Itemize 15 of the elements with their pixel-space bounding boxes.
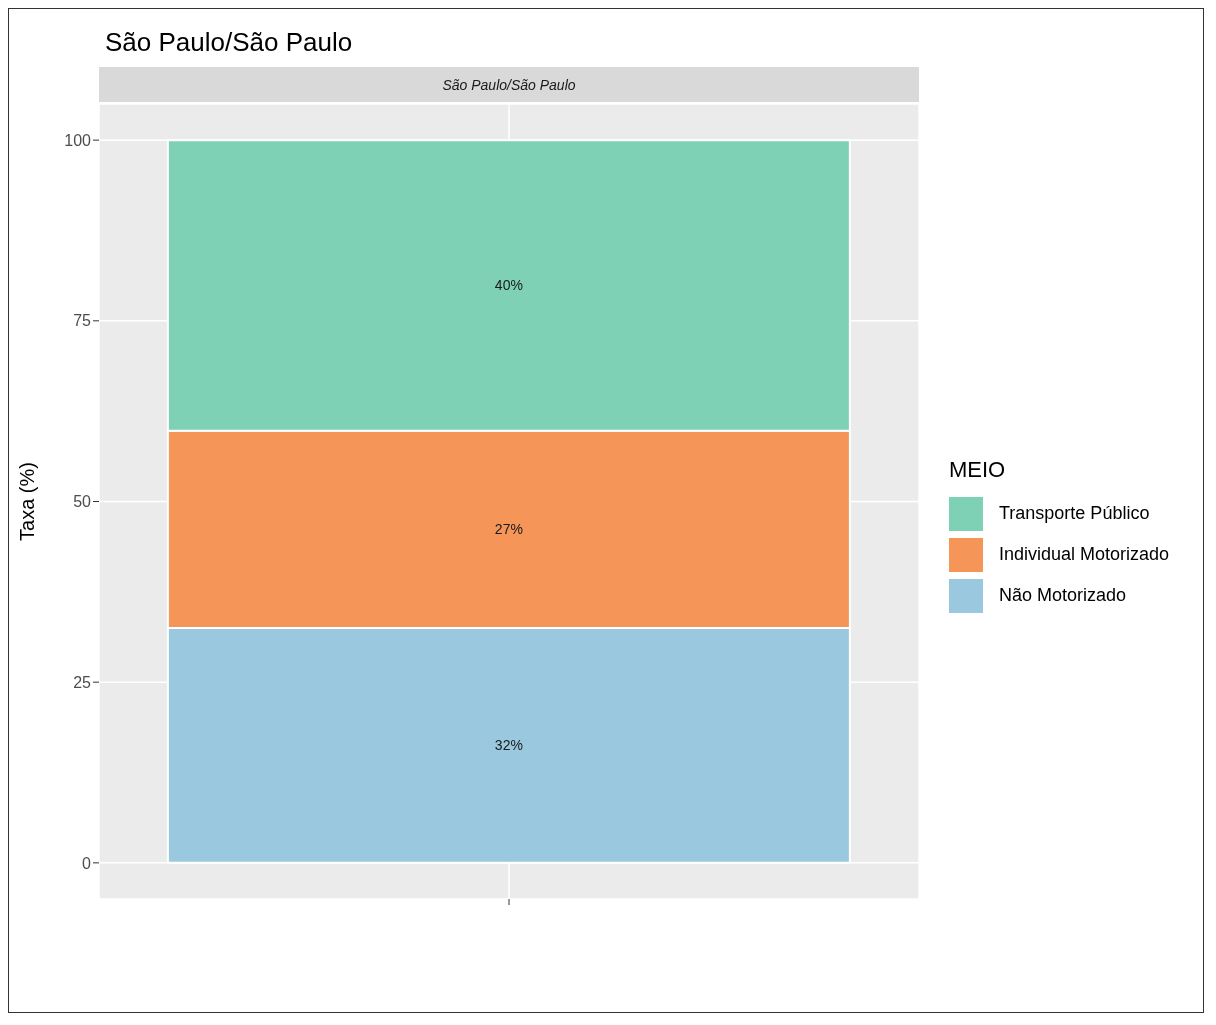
data-label: 27%	[494, 521, 523, 538]
data-label: 40%	[494, 277, 523, 294]
y-tick-label: 100	[64, 131, 92, 149]
y-axis-title: Taxa (%)	[16, 462, 39, 541]
text: Transporte Público	[999, 503, 1150, 524]
y-tick-label: 0	[82, 854, 92, 872]
data-label: 32%	[494, 737, 523, 754]
y-tick-label: 25	[73, 673, 92, 691]
chart-subtitle: São Paulo/São Paulo	[99, 67, 919, 102]
legend-title: MEIO	[949, 457, 1007, 483]
legend-label: Individual Motorizado	[999, 544, 1170, 565]
chart-title: São Paulo/São Paulo	[105, 27, 353, 58]
legend-label: Não Motorizado	[999, 585, 1127, 606]
y-tick-label: 75	[73, 312, 92, 330]
y-tick-label: 50	[73, 493, 92, 511]
